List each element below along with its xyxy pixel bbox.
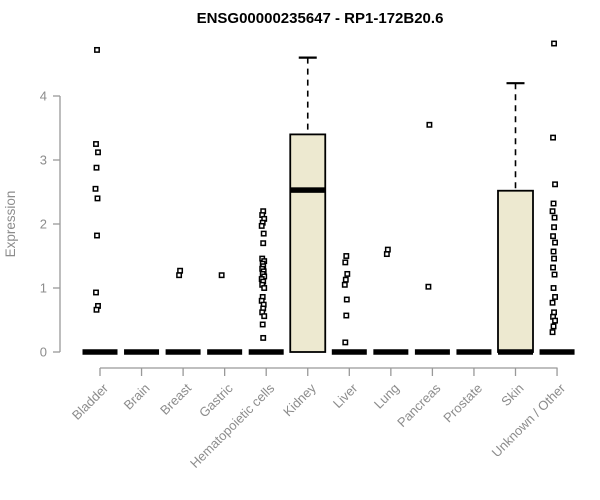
outlier-point-liver <box>343 296 350 303</box>
x-category-label: Unknown / Other <box>489 380 569 460</box>
x-category-label: Pancreas <box>394 380 444 430</box>
outlier-point-bladder <box>93 164 100 171</box>
x-category-label: Skin <box>498 381 526 409</box>
axes-layer: 0 1 2 3 4 <box>40 89 558 376</box>
median-bar-liver <box>331 349 367 355</box>
outlier-point-liver <box>342 259 349 266</box>
outlier-point-bladder <box>94 195 101 202</box>
outlier-point-unknown-other <box>550 323 557 330</box>
outlier-point-unknown-other <box>549 208 556 215</box>
chart-title: ENSG00000235647 - RP1-172B20.6 <box>197 10 444 27</box>
median-bar-pancreas <box>414 349 450 355</box>
outlier-point-hematopoietic-cells <box>260 230 267 237</box>
median-bar-bladder <box>82 349 118 355</box>
median-bar-unknown-other <box>539 349 575 355</box>
outlier-point-pancreas <box>426 121 433 128</box>
x-category-label: Prostate <box>440 381 485 426</box>
outlier-point-gastric <box>218 272 225 279</box>
outlier-point-hematopoietic-cells <box>258 222 265 229</box>
x-category-label: Breast <box>157 380 194 417</box>
box-skin <box>497 189 534 353</box>
outlier-point-hematopoietic-cells <box>259 321 266 328</box>
x-category-label: Liver <box>330 380 361 411</box>
y-tick-label: 3 <box>40 153 47 168</box>
outlier-point-unknown-other <box>550 134 556 141</box>
outlier-point-unknown-other <box>550 200 557 207</box>
outlier-point-bladder <box>93 306 100 313</box>
outlier-point-unknown-other <box>552 317 558 324</box>
outlier-point-unknown-other <box>549 299 556 306</box>
outlier-point-liver <box>343 312 350 319</box>
outlier-point-unknown-other <box>551 214 558 221</box>
outlier-point-bladder <box>95 149 101 156</box>
x-category-label: Kidney <box>280 380 319 419</box>
median-bar-prostate <box>456 349 492 355</box>
outlier-point-unknown-other <box>552 294 558 300</box>
outlier-point-pancreas <box>425 283 432 290</box>
outlier-point-bladder <box>93 141 99 147</box>
outlier-point-bladder <box>94 46 100 53</box>
outlier-point-liver <box>342 276 349 283</box>
outlier-point-unknown-other <box>551 224 557 231</box>
outlier-point-breast <box>176 272 183 279</box>
outlier-point-hematopoietic-cells <box>261 313 268 320</box>
outlier-point-liver <box>344 270 351 277</box>
y-tick-label: 4 <box>40 89 47 104</box>
x-category-label: Lung <box>371 381 402 412</box>
outlier-point-liver <box>342 339 349 346</box>
y-tick-label: 1 <box>40 281 47 296</box>
outlier-point-unknown-other <box>550 285 557 291</box>
outlier-point-liver <box>343 253 350 259</box>
median-bar-brain <box>124 349 160 355</box>
x-category-label: Bladder <box>69 380 112 423</box>
y-tick-label: 2 <box>40 217 47 232</box>
outlier-point-hematopoietic-cells <box>260 334 267 341</box>
marks-layer <box>82 40 575 355</box>
outlier-point-unknown-other <box>549 329 556 336</box>
outlier-point-unknown-other <box>551 271 558 278</box>
median-bar-skin <box>498 349 533 355</box>
outlier-point-unknown-other <box>550 264 556 271</box>
median-bar-gastric <box>207 349 243 355</box>
outlier-point-unknown-other <box>552 181 558 188</box>
outlier-point-bladder <box>94 232 100 239</box>
median-bar-hematopoietic-cells <box>248 349 284 355</box>
outlier-point-unknown-other <box>552 239 558 246</box>
outlier-point-unknown-other <box>550 248 557 255</box>
box-kidney <box>289 133 327 353</box>
outlier-point-hematopoietic-cells <box>261 285 268 291</box>
median-bar-breast <box>165 349 201 355</box>
outlier-point-unknown-other <box>551 40 557 47</box>
outlier-point-unknown-other <box>550 233 556 240</box>
outlier-point-bladder <box>93 289 99 296</box>
outlier-point-hematopoietic-cells <box>260 240 267 247</box>
outlier-point-lung <box>383 251 390 258</box>
median-bar-kidney <box>290 187 326 193</box>
x-category-label: Brain <box>121 381 153 413</box>
median-bar-lung <box>373 349 409 355</box>
outlier-point-bladder <box>92 185 99 192</box>
outlier-point-unknown-other <box>551 255 557 262</box>
y-axis-label: Expression <box>3 191 18 258</box>
outlier-point-liver <box>341 281 348 288</box>
y-tick-label: 0 <box>40 345 47 360</box>
x-category-label: Gastric <box>196 380 236 420</box>
